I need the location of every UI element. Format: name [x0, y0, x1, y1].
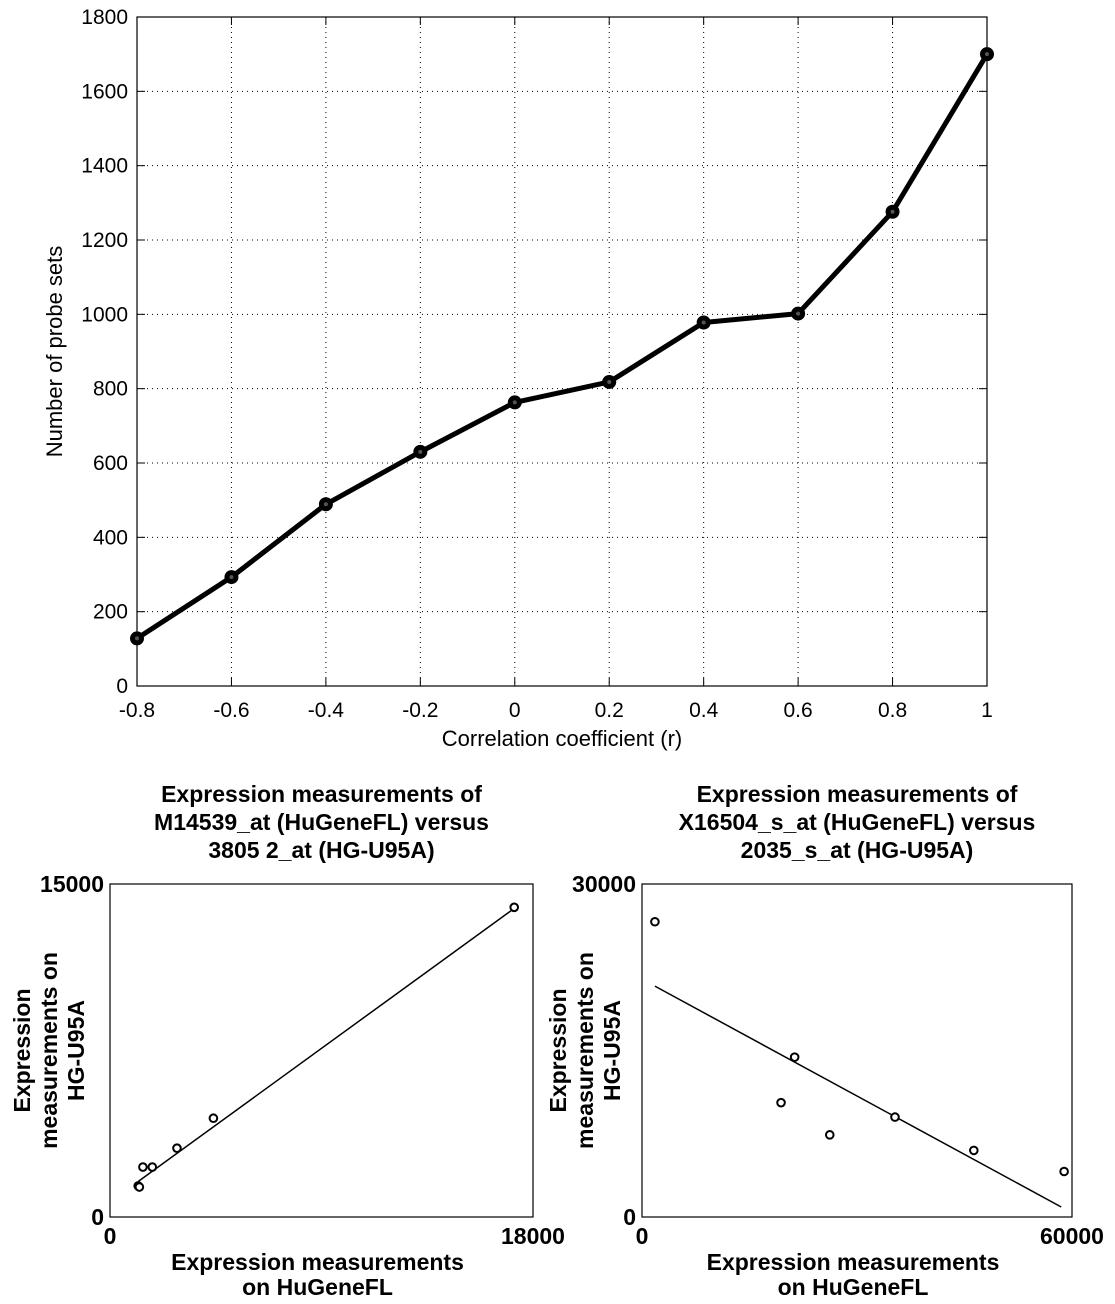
x-tick-label: -0.4: [308, 699, 345, 722]
y-tick-label: 1400: [81, 155, 128, 178]
scatter-point: [138, 1162, 148, 1172]
x-tick-label: 0.2: [595, 699, 624, 722]
data-point-center: [890, 209, 895, 214]
y-axis-label-line: Expression: [9, 989, 35, 1113]
scatter-point: [172, 1143, 182, 1153]
plot-frame: [641, 883, 1073, 1218]
scatter-point: [824, 1130, 835, 1140]
fit-line: [654, 985, 1062, 1208]
x-tick-label: 0: [509, 699, 521, 722]
y-tick-label: 15000: [40, 871, 104, 897]
scatter-point: [650, 916, 660, 927]
scatter-point: [147, 1162, 158, 1172]
x-tick-label: 1: [981, 699, 993, 722]
x-tick-label: -0.2: [402, 699, 438, 722]
y-axis-label-line: measurements on: [36, 952, 62, 1149]
chart-title-line: Expression measurements of: [161, 781, 482, 807]
x-tick-label: 18000: [501, 1223, 565, 1249]
correlation-line-chart: -0.8 -0.6 -0.4 -0.2 0 0.2 0.4 0.6 0.8 1 0 200 400 600…: [42, 6, 994, 751]
x-tick-label: 0: [636, 1223, 649, 1249]
data-point-center: [607, 379, 612, 384]
scatter-point: [134, 1182, 145, 1192]
scatter-point: [509, 902, 520, 913]
chart-title-line: M14539_at (HuGeneFL) versus: [154, 809, 489, 835]
data-point-center: [796, 311, 801, 316]
x-axis-label-line: Expression measurements: [171, 1249, 464, 1275]
chart-title-line: 3805 2_at (HG-U95A): [208, 837, 434, 863]
data-point-center: [512, 400, 517, 405]
data-point-center: [135, 636, 139, 641]
scatter-point: [1059, 1166, 1069, 1177]
x-axis-label-line: on HuGeneFL: [778, 1274, 929, 1300]
chart-title-line: Expression measurements of: [697, 781, 1018, 807]
x-tick-label: -0.8: [119, 699, 155, 722]
y-axis-label-line: HG-U95A: [63, 1000, 89, 1101]
data-point-center: [229, 575, 234, 580]
y-tick-label: 200: [93, 601, 128, 624]
x-tick-label: 0: [104, 1223, 117, 1249]
y-tick-label: 1600: [81, 80, 128, 103]
plot-frame: [136, 16, 988, 687]
scatter-point: [776, 1097, 786, 1108]
y-tick-label: 800: [93, 378, 128, 401]
x-tick-label: 0.4: [689, 699, 719, 722]
data-point-center: [701, 320, 706, 325]
y-tick-label: 0: [91, 1204, 104, 1230]
x-tick-label: 60000: [1040, 1223, 1104, 1249]
y-tick-label: 0: [116, 675, 128, 698]
x-axis-label: Correlation coefficient (r): [442, 726, 682, 751]
y-tick-label: 1800: [81, 6, 128, 29]
plot-frame: [109, 883, 534, 1218]
y-tick-label: 1000: [81, 303, 128, 326]
scatter-point: [208, 1113, 219, 1124]
y-tick-label: 0: [623, 1204, 636, 1230]
y-axis-label: Number of probe sets: [42, 246, 67, 458]
x-axis-label-line: on HuGeneFL: [242, 1274, 393, 1300]
y-tick-label: 600: [93, 452, 128, 475]
scatter-point: [969, 1145, 979, 1156]
x-axis-label-line: Expression measurements: [707, 1249, 1000, 1275]
y-tick-label: 30000: [572, 871, 636, 897]
chart-title-line: 2035_s_at (HG-U95A): [741, 837, 974, 863]
x-tick-label: 0.8: [878, 699, 907, 722]
y-axis-label-line: HG-U95A: [599, 1000, 625, 1101]
y-axis-label-line: measurements on: [572, 952, 598, 1149]
fit-line: [137, 907, 515, 1183]
y-tick-label: 1200: [81, 229, 128, 252]
scatter-point: [890, 1112, 900, 1122]
y-tick-label: 400: [93, 526, 128, 549]
y-axis-label-line: Expression: [545, 989, 571, 1113]
data-point-center: [323, 502, 328, 507]
series-line: [135, 52, 990, 641]
scatter-point: [789, 1052, 800, 1062]
data-point-center: [418, 449, 423, 454]
chart-title-line: X16504_s_at (HuGeneFL) versus: [679, 809, 1036, 835]
x-tick-label: 0.6: [784, 699, 813, 722]
x-tick-label: -0.6: [213, 699, 249, 722]
data-point-center: [985, 52, 989, 57]
